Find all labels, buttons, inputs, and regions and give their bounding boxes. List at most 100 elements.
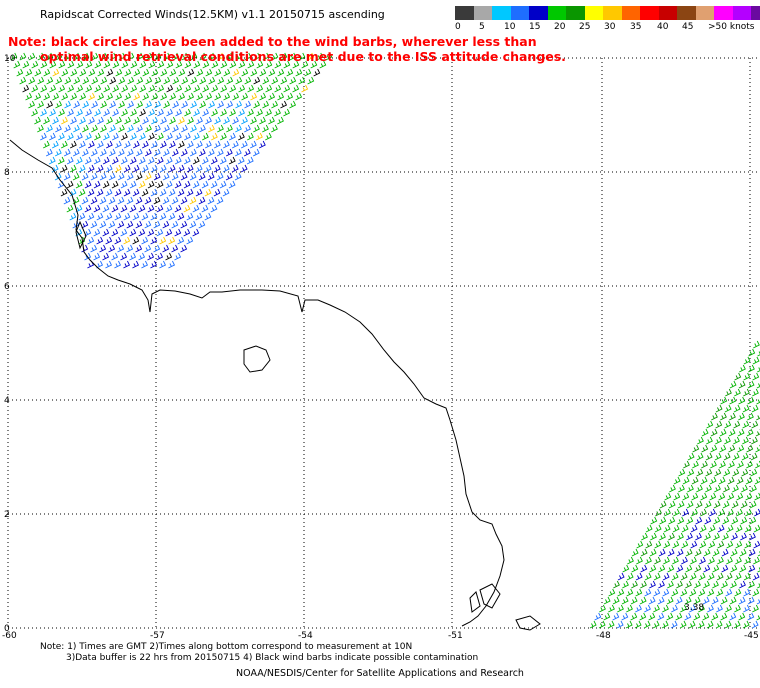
wind-barb xyxy=(744,556,751,565)
wind-barb xyxy=(262,76,270,85)
wind-barb xyxy=(724,404,732,413)
wind-barb xyxy=(240,164,248,173)
wind-barb xyxy=(244,52,252,61)
wind-barb xyxy=(729,612,737,621)
wind-barb xyxy=(666,596,674,605)
wind-barb xyxy=(108,196,116,205)
wind-barb xyxy=(58,84,66,93)
wind-barb xyxy=(219,180,227,189)
wind-barb xyxy=(121,108,128,117)
longitude-label: -60 xyxy=(2,631,17,641)
wind-barb xyxy=(750,452,758,461)
wind-barb xyxy=(716,572,724,581)
legend-color-bar xyxy=(455,6,760,20)
wind-barb xyxy=(752,356,760,365)
wind-barb xyxy=(193,132,200,141)
wind-barb xyxy=(22,60,30,69)
wind-barb xyxy=(168,164,176,173)
wind-barb xyxy=(174,180,182,189)
wind-barb xyxy=(171,172,179,181)
wind-barb xyxy=(680,588,688,597)
wind-barb xyxy=(743,388,750,397)
wind-barb xyxy=(31,84,39,93)
wind-barb xyxy=(226,100,234,109)
legend-swatch xyxy=(621,6,640,20)
wind-barb xyxy=(186,140,194,149)
wind-barb xyxy=(102,204,110,213)
legend-label: 40 xyxy=(657,22,669,32)
wind-barb xyxy=(265,84,273,93)
wind-barb xyxy=(743,588,751,597)
wind-barb xyxy=(241,92,249,101)
wind-barb xyxy=(130,132,137,141)
wind-barb xyxy=(622,564,630,573)
wind-barb xyxy=(96,236,104,245)
wind-barb xyxy=(78,212,86,221)
wind-barb xyxy=(207,172,215,181)
legend-swatch xyxy=(529,6,548,20)
wind-barb xyxy=(751,420,759,429)
wind-barb xyxy=(304,68,312,77)
wind-barb xyxy=(709,476,717,485)
wind-barb xyxy=(147,180,155,189)
legend-label: 30 xyxy=(604,22,616,32)
wind-barb xyxy=(189,220,197,229)
wind-barb xyxy=(46,52,54,61)
wind-barb xyxy=(180,148,188,157)
wind-barb xyxy=(671,572,679,581)
wind-barb xyxy=(752,388,759,397)
wind-barb xyxy=(114,164,122,173)
wind-barb xyxy=(728,460,735,469)
wind-barb xyxy=(205,92,213,101)
wind-barb xyxy=(265,60,273,69)
wind-barb xyxy=(217,100,225,109)
legend-unit-label: >50 knots xyxy=(708,22,755,32)
wind-barb xyxy=(749,516,757,525)
wind-barb xyxy=(265,132,272,141)
wind-barb xyxy=(196,68,204,77)
wind-barb xyxy=(702,612,710,621)
wind-barb xyxy=(163,52,171,61)
wind-barb xyxy=(126,172,134,181)
wind-barb xyxy=(85,108,92,117)
wind-barb xyxy=(671,588,679,597)
wind-barb xyxy=(683,460,690,469)
wind-barb xyxy=(653,572,661,581)
wind-barb xyxy=(755,460,760,469)
wind-barb xyxy=(301,60,309,69)
wind-barb xyxy=(737,428,745,437)
wind-barb xyxy=(105,140,113,149)
wind-barb xyxy=(717,524,725,533)
wind-barb xyxy=(684,612,692,621)
legend-swatch xyxy=(584,6,603,20)
wind-barb xyxy=(181,124,188,133)
wind-barb xyxy=(64,76,72,85)
wind-barb xyxy=(76,108,83,117)
wind-barb xyxy=(135,196,143,205)
wind-barb xyxy=(88,116,95,125)
wind-barb xyxy=(28,76,36,85)
wind-barb xyxy=(121,84,129,93)
wind-barb xyxy=(738,612,746,621)
wind-barb xyxy=(690,556,697,565)
wind-barb xyxy=(210,156,218,165)
wind-barb xyxy=(64,124,71,133)
wind-barb xyxy=(75,180,83,189)
wind-barb xyxy=(145,100,153,109)
wind-barb xyxy=(694,548,702,557)
wind-barb xyxy=(81,244,89,253)
wind-barb xyxy=(165,180,173,189)
wind-barb xyxy=(121,132,128,141)
wind-barb xyxy=(210,204,218,213)
wind-barb xyxy=(747,396,755,405)
wind-barb xyxy=(741,452,749,461)
wind-barb xyxy=(292,84,300,93)
wind-barb xyxy=(735,540,743,549)
wind-barb xyxy=(752,572,760,581)
wind-barb xyxy=(621,612,629,621)
wind-barb xyxy=(126,196,134,205)
wind-barb xyxy=(109,100,117,109)
wind-barb xyxy=(96,164,104,173)
wind-barb xyxy=(67,84,75,93)
wind-barb xyxy=(141,140,149,149)
